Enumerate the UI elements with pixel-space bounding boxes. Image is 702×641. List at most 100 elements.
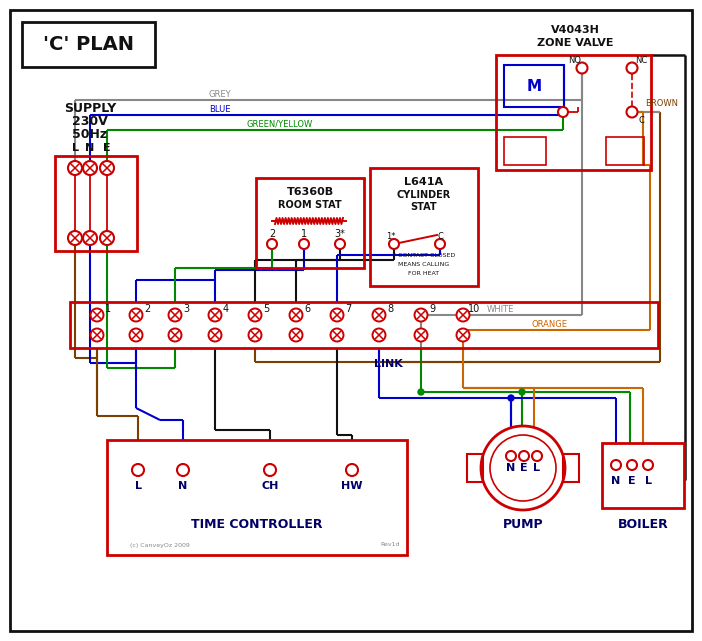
Text: N: N xyxy=(86,143,95,153)
Circle shape xyxy=(373,308,385,322)
Text: MEANS CALLING: MEANS CALLING xyxy=(398,262,449,267)
Text: STAT: STAT xyxy=(411,202,437,212)
Text: C: C xyxy=(638,115,644,124)
Bar xyxy=(606,137,644,165)
Circle shape xyxy=(68,231,82,245)
Circle shape xyxy=(249,328,262,342)
Circle shape xyxy=(91,328,103,342)
Text: 50Hz: 50Hz xyxy=(72,128,107,140)
Circle shape xyxy=(331,328,343,342)
Text: CYLINDER: CYLINDER xyxy=(397,190,451,200)
Text: T6360B: T6360B xyxy=(286,187,333,197)
Text: * CONTACT CLOSED: * CONTACT CLOSED xyxy=(393,253,455,258)
Text: Rev1d: Rev1d xyxy=(380,542,399,547)
Circle shape xyxy=(346,464,358,476)
Circle shape xyxy=(264,464,276,476)
Circle shape xyxy=(68,161,82,175)
Text: BOILER: BOILER xyxy=(618,519,668,531)
Text: V4043H: V4043H xyxy=(550,25,600,35)
Circle shape xyxy=(456,308,470,322)
Text: SUPPLY: SUPPLY xyxy=(64,101,116,115)
Circle shape xyxy=(626,63,637,74)
Text: L: L xyxy=(135,481,142,491)
Circle shape xyxy=(519,389,525,395)
Text: ROOM STAT: ROOM STAT xyxy=(278,200,342,210)
Text: 3: 3 xyxy=(183,304,189,314)
Circle shape xyxy=(643,460,653,470)
Circle shape xyxy=(335,239,345,249)
Bar xyxy=(563,454,579,482)
Text: GREY: GREY xyxy=(208,90,232,99)
Circle shape xyxy=(611,460,621,470)
Circle shape xyxy=(418,389,424,395)
Circle shape xyxy=(129,308,143,322)
Circle shape xyxy=(456,328,470,342)
Text: ORANGE: ORANGE xyxy=(532,319,568,328)
Text: 230V: 230V xyxy=(72,115,108,128)
Bar xyxy=(602,443,684,508)
Text: C: C xyxy=(437,231,443,240)
Circle shape xyxy=(481,426,565,510)
Text: CH: CH xyxy=(261,481,279,491)
Circle shape xyxy=(389,239,399,249)
Circle shape xyxy=(177,464,189,476)
Bar xyxy=(467,454,483,482)
Text: BLUE: BLUE xyxy=(209,104,231,113)
Circle shape xyxy=(435,239,445,249)
Text: 6: 6 xyxy=(304,304,310,314)
Circle shape xyxy=(208,308,222,322)
Circle shape xyxy=(506,451,516,461)
Circle shape xyxy=(331,308,343,322)
Text: 4: 4 xyxy=(223,304,229,314)
Text: 8: 8 xyxy=(387,304,393,314)
Circle shape xyxy=(100,231,114,245)
Text: 9: 9 xyxy=(429,304,435,314)
Circle shape xyxy=(132,464,144,476)
Text: 'C' PLAN: 'C' PLAN xyxy=(43,35,133,53)
Text: HW: HW xyxy=(341,481,363,491)
Text: L: L xyxy=(534,463,541,473)
Text: 7: 7 xyxy=(345,304,351,314)
Bar xyxy=(55,156,137,251)
Text: 5: 5 xyxy=(263,304,269,314)
Circle shape xyxy=(168,308,182,322)
Circle shape xyxy=(299,239,309,249)
Text: WHITE: WHITE xyxy=(486,304,514,313)
Text: PUMP: PUMP xyxy=(503,517,543,531)
Circle shape xyxy=(249,308,262,322)
Circle shape xyxy=(414,328,428,342)
Bar xyxy=(370,168,478,286)
Circle shape xyxy=(91,308,103,322)
Text: L: L xyxy=(72,143,79,153)
Circle shape xyxy=(83,161,97,175)
Text: NC: NC xyxy=(635,56,647,65)
Circle shape xyxy=(289,308,303,322)
Text: NO: NO xyxy=(569,56,581,65)
Text: GREEN/YELLOW: GREEN/YELLOW xyxy=(247,119,313,128)
Circle shape xyxy=(627,460,637,470)
Text: E: E xyxy=(520,463,528,473)
Bar xyxy=(504,65,564,107)
Text: L: L xyxy=(644,476,651,486)
Text: 1: 1 xyxy=(301,229,307,239)
Circle shape xyxy=(414,308,428,322)
Circle shape xyxy=(129,328,143,342)
Text: M: M xyxy=(526,78,541,94)
Text: 2: 2 xyxy=(144,304,150,314)
Text: E: E xyxy=(103,143,111,153)
Circle shape xyxy=(373,328,385,342)
Text: N: N xyxy=(611,476,621,486)
Text: BROWN: BROWN xyxy=(645,99,678,108)
Bar xyxy=(256,178,364,268)
Text: N: N xyxy=(178,481,187,491)
Circle shape xyxy=(626,106,637,117)
Bar xyxy=(70,302,658,348)
Circle shape xyxy=(532,451,542,461)
Circle shape xyxy=(558,107,568,117)
Circle shape xyxy=(267,239,277,249)
Circle shape xyxy=(576,63,588,74)
Text: 1*: 1* xyxy=(386,231,396,240)
Text: 2: 2 xyxy=(269,229,275,239)
Circle shape xyxy=(519,451,529,461)
Circle shape xyxy=(508,395,514,401)
